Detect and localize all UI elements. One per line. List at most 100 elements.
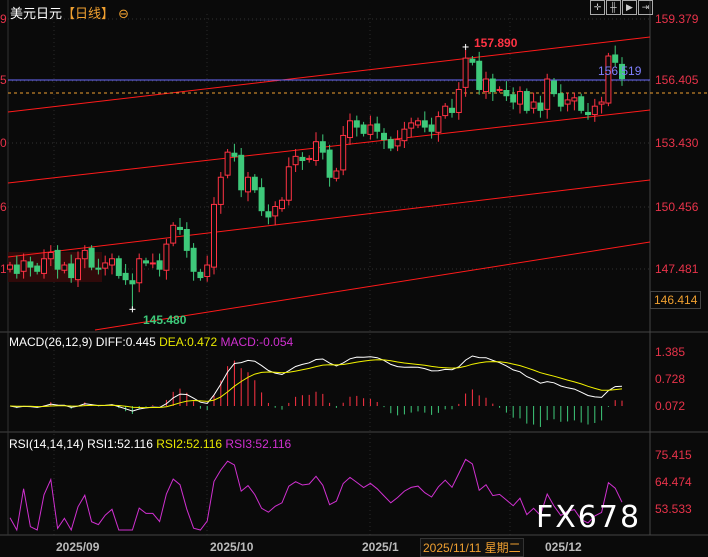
left-axis-fragment: 6: [0, 200, 7, 214]
candle-body: [496, 88, 503, 91]
candle-body: [476, 60, 483, 90]
macd-diff: DIFF:0.445: [95, 335, 156, 349]
candle-body: [156, 260, 163, 270]
candle-body: [102, 262, 109, 269]
candle-body: [612, 54, 619, 63]
candle-body: [585, 111, 591, 116]
channel-line: [94, 241, 651, 331]
period-label[interactable]: 【日线】: [62, 7, 115, 22]
circle-minus-icon[interactable]: ⊖: [118, 7, 130, 22]
rsi1-value: RSI1:52.116: [87, 437, 153, 451]
candle-body: [61, 264, 68, 271]
channel-line: [7, 179, 651, 258]
date-label: 2025/09: [56, 540, 100, 554]
rsi-legend: RSI(14,14,14) RSI1:52.116 RSI2:52.116 RS…: [9, 437, 291, 451]
hline-price-label: 156.519: [598, 64, 642, 78]
candle-body: [177, 226, 183, 230]
candle-body: [408, 122, 415, 129]
macd-dea-line: [9, 359, 623, 409]
candle-body: [326, 149, 333, 178]
candle-body: [462, 57, 469, 88]
left-axis-fragment: 0: [0, 136, 7, 150]
candle-body: [523, 91, 530, 111]
candle-body: [68, 263, 75, 279]
candle-body: [353, 120, 360, 128]
candle-body: [503, 90, 510, 97]
candle-body: [510, 94, 517, 103]
candle-body: [34, 265, 41, 272]
candle-body: [88, 247, 95, 268]
candle-body: [143, 260, 149, 264]
candle-body: [149, 262, 156, 265]
candle-body: [415, 120, 421, 126]
symbol-name: 美元日元: [10, 7, 63, 22]
candle-body: [183, 228, 190, 251]
candle-body: [517, 91, 523, 105]
candle-body: [109, 258, 115, 266]
rsi-line: [9, 458, 623, 532]
candle-body: [591, 105, 598, 116]
candle-body: [367, 124, 374, 135]
channel-line: [7, 36, 651, 113]
candle-body: [530, 101, 537, 109]
bar-scale-icon[interactable]: ╫: [606, 0, 621, 15]
candle-body: [340, 134, 347, 171]
current-price-box: 146.414: [650, 291, 702, 309]
candle-body: [136, 258, 143, 284]
candle-body: [13, 264, 20, 274]
candle-body: [258, 187, 265, 212]
crosshair-icon[interactable]: ✛: [590, 0, 605, 15]
chart-title: 美元日元【日线】 ⊖: [10, 3, 129, 22]
candle-body: [551, 80, 557, 95]
candle-body: [285, 166, 292, 201]
candle-body: [115, 258, 122, 276]
date-label: 025/12: [545, 540, 582, 554]
candle-body: [20, 260, 27, 272]
rsi3-value: RSI3:52.116: [225, 437, 292, 451]
candle-body: [47, 251, 54, 260]
candle-body: [224, 151, 231, 176]
candle-body: [163, 243, 170, 271]
candle-body: [306, 157, 313, 160]
candle-body: [483, 78, 489, 93]
date-label: 2025/10: [210, 540, 254, 554]
cursor-date-label: 2025/11/11 星期二: [420, 538, 524, 557]
macd-tick: 0.728: [655, 372, 686, 386]
candle-body: [122, 272, 129, 281]
candle-body: [428, 124, 435, 132]
candle-body: [537, 102, 544, 111]
candle-body: [41, 258, 47, 274]
date-label: 2025/1: [362, 540, 399, 554]
macd-dif-line: [9, 355, 623, 412]
price-tick: 147.481: [655, 262, 699, 276]
candle-body: [449, 107, 455, 113]
candle-body: [272, 206, 279, 217]
candle-body: [598, 101, 605, 105]
candle-body: [571, 97, 578, 102]
low-price-label: 145.480: [143, 313, 187, 327]
left-axis-fragment: 1: [0, 262, 7, 276]
high-price-label: 157.890: [474, 36, 518, 50]
candle-body: [211, 203, 217, 268]
forward-icon[interactable]: ⇥: [638, 0, 653, 15]
candle-body: [564, 99, 571, 105]
candle-body: [75, 258, 81, 281]
macd-params: MACD(26,12,9): [9, 335, 93, 349]
candle-body: [279, 199, 285, 210]
price-tick: 156.405: [655, 73, 699, 87]
candle-body: [251, 176, 258, 191]
candle-body: [557, 93, 564, 107]
candle-body: [619, 63, 625, 80]
candle-body: [394, 139, 401, 147]
candle-body: [292, 155, 299, 166]
price-tick: 153.430: [655, 136, 699, 150]
rsi2-value: RSI2:52.116: [156, 437, 223, 451]
channel-line: [7, 109, 651, 184]
candle-body: [81, 249, 88, 260]
macd-tick: 0.072: [655, 399, 686, 413]
play-step-icon[interactable]: ▶: [622, 0, 637, 15]
watermark: FX678: [536, 500, 642, 535]
macd-dea: DEA:0.472: [159, 335, 218, 349]
candle-body: [401, 128, 408, 142]
